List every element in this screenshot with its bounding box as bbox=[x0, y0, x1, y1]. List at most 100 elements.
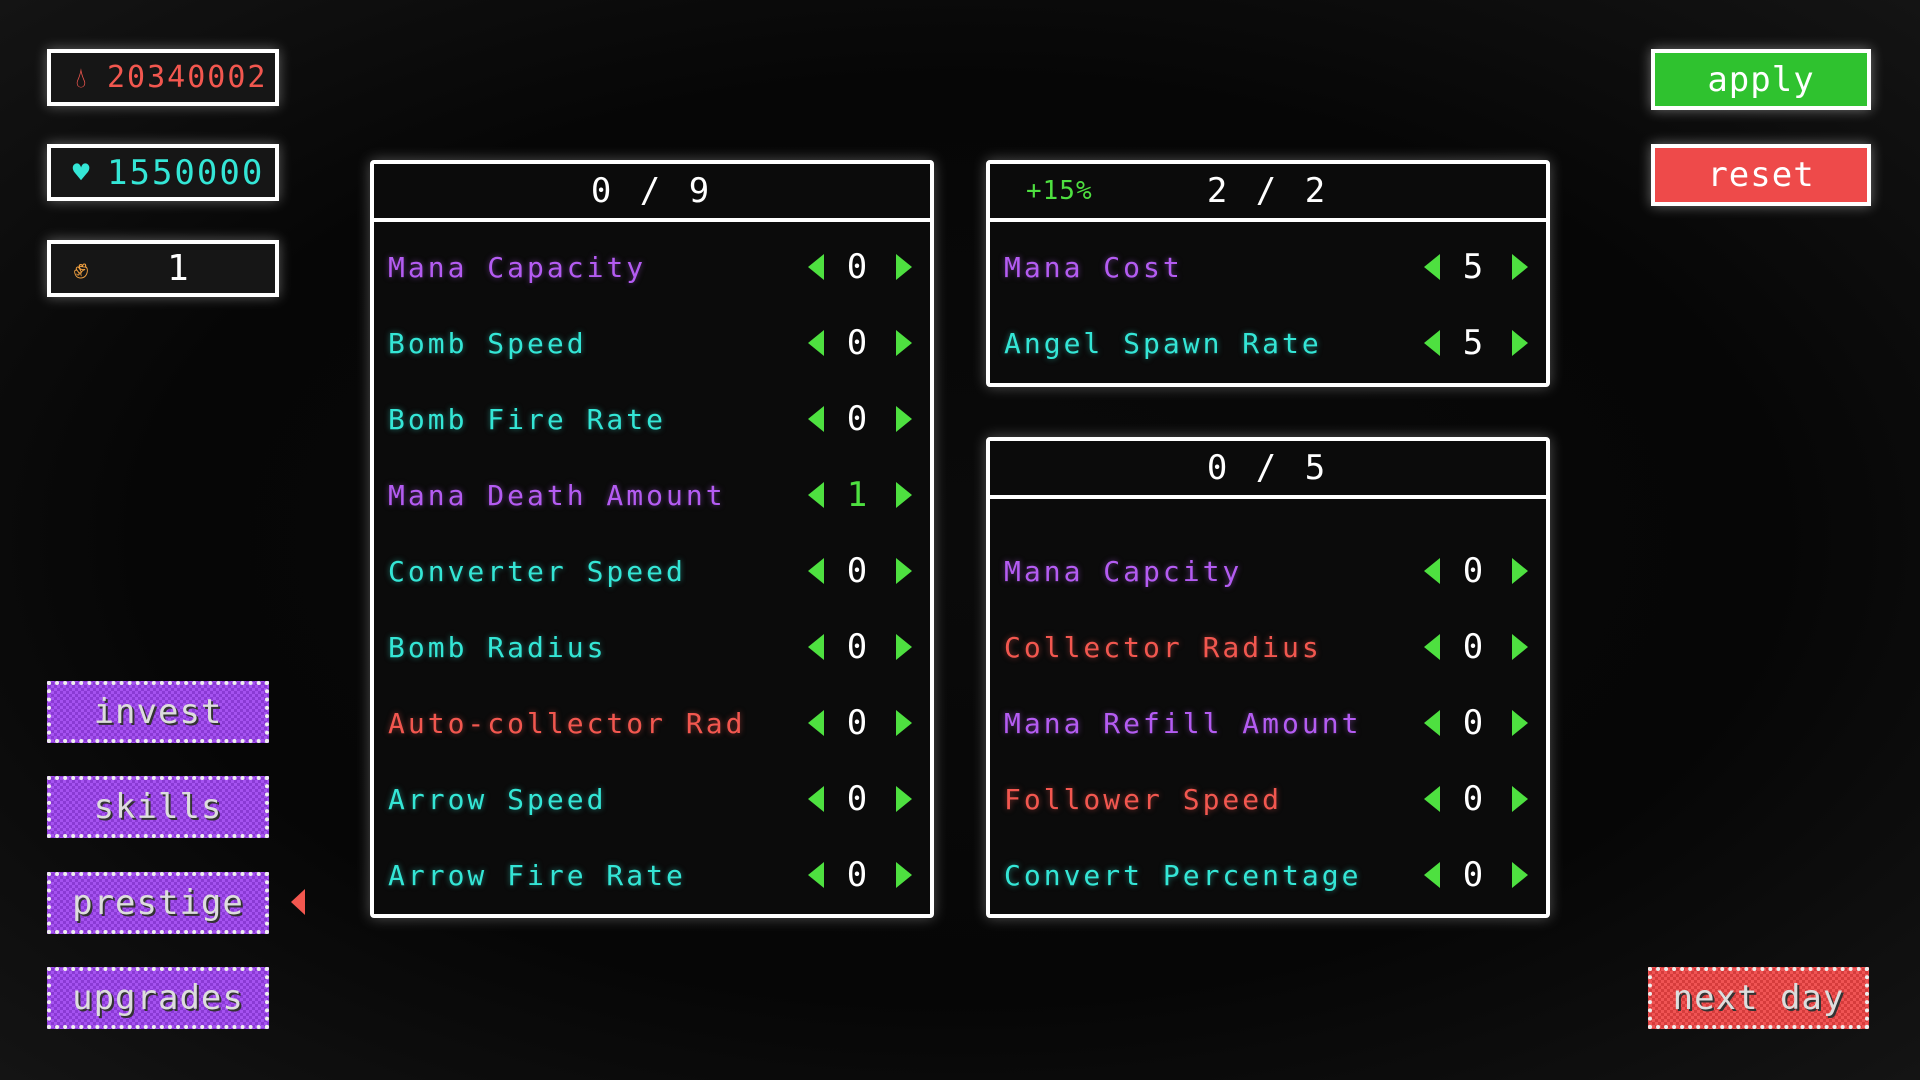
upgrade-label: Mana Refill Amount bbox=[1004, 706, 1362, 740]
increase-arrow-icon[interactable] bbox=[1512, 634, 1528, 660]
decrease-arrow-icon[interactable] bbox=[1424, 558, 1440, 584]
increase-arrow-icon[interactable] bbox=[1512, 862, 1528, 888]
upgrade-panel-1: 0 / 9 Mana Capacity 0 Bomb Speed 0 Bomb Fire… bbox=[370, 160, 934, 918]
increase-arrow-icon[interactable] bbox=[896, 786, 912, 812]
decrease-arrow-icon[interactable] bbox=[1424, 330, 1440, 356]
blood-value: 20340002 bbox=[107, 60, 268, 95]
upgrade-value: 0 bbox=[846, 779, 868, 819]
panel-count: 2 / 2 bbox=[1206, 171, 1330, 211]
increase-arrow-icon[interactable] bbox=[896, 482, 912, 508]
reset-button[interactable]: reset bbox=[1651, 144, 1871, 206]
decrease-arrow-icon[interactable] bbox=[1424, 254, 1440, 280]
upgrade-row: Bomb Radius 0 bbox=[374, 622, 930, 672]
upgrade-label: Bomb Fire Rate bbox=[388, 402, 667, 436]
panel-header: 0 / 5 bbox=[990, 441, 1546, 499]
upgrade-label: Mana Capacity bbox=[388, 250, 647, 284]
increase-arrow-icon[interactable] bbox=[896, 710, 912, 736]
upgrade-value: 0 bbox=[1462, 703, 1484, 743]
upgrade-label: Bomb Radius bbox=[388, 630, 607, 664]
decrease-arrow-icon[interactable] bbox=[808, 634, 824, 660]
increase-arrow-icon[interactable] bbox=[1512, 786, 1528, 812]
upgrade-label: Mana Death Amount bbox=[388, 478, 726, 512]
upgrade-label: Arrow Fire Rate bbox=[388, 858, 686, 892]
decrease-arrow-icon[interactable] bbox=[1424, 634, 1440, 660]
increase-arrow-icon[interactable] bbox=[896, 406, 912, 432]
nav-invest-button[interactable]: invest bbox=[47, 681, 269, 743]
decrease-arrow-icon[interactable] bbox=[808, 558, 824, 584]
decrease-arrow-icon[interactable] bbox=[1424, 862, 1440, 888]
decrease-arrow-icon[interactable] bbox=[808, 254, 824, 280]
decrease-arrow-icon[interactable] bbox=[1424, 786, 1440, 812]
increase-arrow-icon[interactable] bbox=[1512, 710, 1528, 736]
decrease-arrow-icon[interactable] bbox=[808, 482, 824, 508]
increase-arrow-icon[interactable] bbox=[1512, 254, 1528, 280]
upgrade-label: Arrow Speed bbox=[388, 782, 607, 816]
upgrade-row: Mana Death Amount 1 bbox=[374, 470, 930, 520]
upgrade-row: Collector Radius 0 bbox=[990, 622, 1546, 672]
decrease-arrow-icon[interactable] bbox=[808, 710, 824, 736]
upgrade-row: Bomb Fire Rate 0 bbox=[374, 394, 930, 444]
upgrade-row: Arrow Fire Rate 0 bbox=[374, 850, 930, 900]
apply-button[interactable]: apply bbox=[1651, 49, 1871, 110]
strength-value: 1 bbox=[167, 248, 191, 289]
upgrade-row: Convert Percentage 0 bbox=[990, 850, 1546, 900]
next-day-button[interactable]: next day bbox=[1648, 967, 1869, 1029]
panel-header: +15% 2 / 2 bbox=[990, 164, 1546, 222]
increase-arrow-icon[interactable] bbox=[1512, 330, 1528, 356]
decrease-arrow-icon[interactable] bbox=[808, 406, 824, 432]
upgrade-panel-3: 0 / 5 Mana Capcity 0 Collector Radius 0 Mana… bbox=[986, 437, 1550, 918]
upgrade-row: Bomb Speed 0 bbox=[374, 318, 930, 368]
hearts-counter: ♥ 1550000 bbox=[47, 144, 279, 201]
panel-header: 0 / 9 bbox=[374, 164, 930, 222]
upgrade-value: 5 bbox=[1462, 247, 1484, 287]
active-tab-indicator-icon bbox=[291, 889, 305, 915]
increase-arrow-icon[interactable] bbox=[896, 634, 912, 660]
panel-count: 0 / 5 bbox=[1206, 448, 1330, 488]
upgrade-row: Mana Refill Amount 0 bbox=[990, 698, 1546, 748]
decrease-arrow-icon[interactable] bbox=[1424, 710, 1440, 736]
increase-arrow-icon[interactable] bbox=[896, 254, 912, 280]
upgrade-label: Auto-collector Rad bbox=[388, 706, 746, 740]
upgrade-row: Mana Cost 5 bbox=[990, 242, 1546, 292]
upgrade-value: 0 bbox=[1462, 551, 1484, 591]
upgrade-label: Mana Capcity bbox=[1004, 554, 1243, 588]
flexed-arm-icon: ✊︎ bbox=[73, 251, 91, 285]
decrease-arrow-icon[interactable] bbox=[808, 786, 824, 812]
upgrade-label: Collector Radius bbox=[1004, 630, 1322, 664]
hearts-value: 1550000 bbox=[107, 152, 265, 193]
upgrade-value: 0 bbox=[846, 247, 868, 287]
decrease-arrow-icon[interactable] bbox=[808, 862, 824, 888]
upgrade-value: 1 bbox=[846, 475, 868, 515]
increase-arrow-icon[interactable] bbox=[896, 862, 912, 888]
upgrade-row: Follower Speed 0 bbox=[990, 774, 1546, 824]
panel-count: 0 / 9 bbox=[590, 171, 714, 211]
heart-icon: ♥ bbox=[72, 156, 92, 189]
upgrade-label: Convert Percentage bbox=[1004, 858, 1362, 892]
increase-arrow-icon[interactable] bbox=[896, 330, 912, 356]
upgrade-value: 0 bbox=[846, 399, 868, 439]
upgrade-value: 0 bbox=[846, 855, 868, 895]
upgrade-label: Converter Speed bbox=[388, 554, 686, 588]
blood-counter: 💧︎ 20340002 bbox=[47, 49, 279, 106]
upgrade-row: Mana Capcity 0 bbox=[990, 546, 1546, 596]
blood-drop-icon: 💧︎ bbox=[75, 60, 89, 94]
upgrade-label: Angel Spawn Rate bbox=[1004, 326, 1322, 360]
upgrade-row: Converter Speed 0 bbox=[374, 546, 930, 596]
nav-prestige-button[interactable]: prestige bbox=[47, 872, 269, 934]
nav-upgrades-button[interactable]: upgrades bbox=[47, 967, 269, 1029]
increase-arrow-icon[interactable] bbox=[1512, 558, 1528, 584]
upgrade-row: Arrow Speed 0 bbox=[374, 774, 930, 824]
nav-skills-button[interactable]: skills bbox=[47, 776, 269, 838]
increase-arrow-icon[interactable] bbox=[896, 558, 912, 584]
upgrade-value: 0 bbox=[846, 323, 868, 363]
strength-counter: ✊︎ 1 bbox=[47, 240, 279, 297]
upgrade-value: 0 bbox=[846, 703, 868, 743]
decrease-arrow-icon[interactable] bbox=[808, 330, 824, 356]
upgrade-label: Bomb Speed bbox=[388, 326, 587, 360]
upgrade-value: 0 bbox=[846, 551, 868, 591]
upgrade-label: Follower Speed bbox=[1004, 782, 1283, 816]
upgrade-row: Auto-collector Rad 0 bbox=[374, 698, 930, 748]
upgrade-panel-2: +15% 2 / 2 Mana Cost 5 Angel Spawn Rate 5 bbox=[986, 160, 1550, 387]
upgrade-value: 0 bbox=[1462, 627, 1484, 667]
upgrade-row: Mana Capacity 0 bbox=[374, 242, 930, 292]
